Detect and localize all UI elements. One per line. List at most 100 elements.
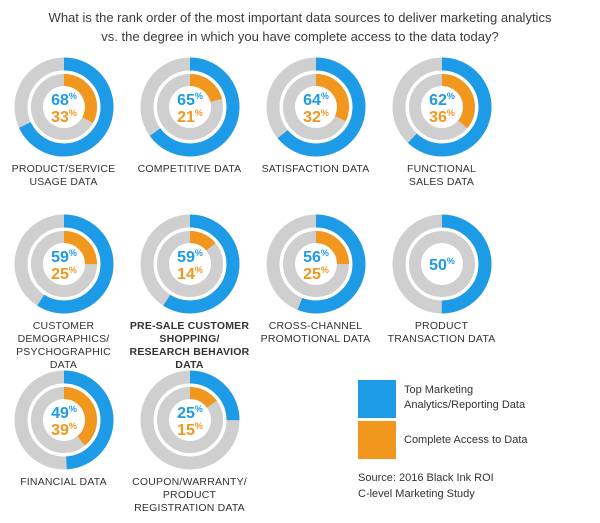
donut-category-label-line: REGISTRATION DATA [134,502,245,514]
donut-panel: 56% 25% CROSS-CHANNEL PROMOTIONAL DATA [253,213,378,346]
donut-panel: 62% 36% FUNCTIONAL SALES DATA [379,56,504,189]
outer-ring-top-analytics [140,214,239,314]
top-analytics-value: 59% [51,248,77,266]
top-analytics-value: 50% [429,256,455,274]
inner-ring-complete-access [408,74,475,140]
donut-category-label-line: PSYCHOGRAPHIC [16,346,111,358]
donut-category-label-line: DATA [175,359,204,371]
legend-label-complete-access: Complete Access to Data [404,434,528,446]
inner-ring-complete-access [30,74,97,140]
outer-ring-top-analytics [266,57,365,157]
donut-category-label-line: PRE-SALE CUSTOMER [129,320,250,332]
outer-ring-top-analytics [140,370,239,470]
donut-chart: 59%14% [140,214,239,314]
donut-panel: 64% 32% SATISFACTION DATA [253,56,378,176]
donut-category-label: COMPETITIVE DATA [127,163,252,176]
donut-category-label-line: DEMOGRAPHICS/ [17,333,110,345]
legend-label-top-line-1: Top Marketing [404,384,474,396]
donut-category-label: PRODUCT/SERVICE USAGE DATA [1,163,126,189]
donut-category-label-line: SATISFACTION DATA [261,163,370,175]
outer-ring-top-analytics [14,214,113,314]
donut-category-label-line: PRODUCT/SERVICE [11,163,116,175]
donut-category-label-line: PRODUCT [414,320,469,332]
inner-ring-complete-access [156,74,223,140]
donut-category-label-line: TRANSACTION DATA [387,333,496,345]
donut-chart: 68%33% [14,57,113,157]
inner-ring-complete-access [30,387,97,453]
complete-access-value: 25% [303,265,329,283]
legend-label-top-line-2: Analytics/Reporting Data [404,399,526,411]
outer-ring-top-analytics [392,214,491,314]
donut-category-label-line: RESEARCH BEHAVIOR [129,346,250,358]
donut-panel: 49% 39% FINANCIAL DATA [1,369,126,489]
complete-access-value: 21% [177,108,203,126]
top-analytics-value: 68% [51,91,77,109]
top-analytics-value: 56% [303,248,329,266]
top-analytics-value: 64% [303,91,329,109]
donut-chart: 64%32% [266,57,365,157]
top-analytics-value: 49% [51,404,77,422]
donut-chart: 50% [392,214,491,314]
donut-category-label: PRODUCT TRANSACTION DATA [379,320,504,346]
donut-category-label-line: SALES DATA [408,176,475,188]
donut-category-label-line: SHOPPING/ [159,333,220,345]
donut-chart: 62%36% [392,57,491,157]
donut-category-label-line: CUSTOMER [32,320,95,332]
donut-category-label: SATISFACTION DATA [253,163,378,176]
top-analytics-value: 59% [177,248,203,266]
donut-category-label-line: CROSS-CHANNEL [268,320,363,332]
donut-panel: 65% 21% COMPETITIVE DATA [127,56,252,176]
donut-chart: 65%21% [140,57,239,157]
inner-ring-complete-access [282,231,349,297]
donut-category-label-line: PROMOTIONAL DATA [260,333,371,345]
inner-ring-complete-access [282,74,349,140]
top-analytics-value: 65% [177,91,203,109]
donut-category-label-line: PRODUCT [162,489,217,501]
complete-access-value: 36% [429,108,455,126]
donut-category-label-line: FUNCTIONAL [406,163,477,175]
donut-category-label: FINANCIAL DATA [1,476,126,489]
inner-ring-complete-access-track [408,231,475,297]
complete-access-value: 32% [303,108,329,126]
complete-access-value: 25% [51,265,77,283]
donut-category-label-line: COUPON/WARRANTY/ [132,476,247,488]
donut-panel: 50% PRODUCT TRANSACTION DATA [379,213,504,346]
legend-label-top-analytics: Top Marketing Analytics/Reporting Data [404,383,525,413]
inner-ring-complete-access [156,231,223,297]
top-analytics-value: 25% [177,404,203,422]
complete-access-value: 15% [177,421,203,439]
donut-category-label: FUNCTIONAL SALES DATA [379,163,504,189]
donut-chart: 49%39% [14,370,113,470]
donut-panel: 59% 14% PRE-SALE CUSTOMER SHOPPING/RESEARCH… [127,213,252,372]
donut-category-label-line: USAGE DATA [29,176,98,188]
top-analytics-value: 62% [429,91,455,109]
outer-ring-top-analytics [266,214,365,314]
source-line-2: C-level Marketing Study [358,488,475,500]
inner-ring-complete-access [156,387,223,453]
donut-category-label: PRE-SALE CUSTOMER SHOPPING/RESEARCH BEHAV… [127,320,252,372]
legend-swatch-top-analytics [358,380,396,418]
complete-access-value: 14% [177,265,203,283]
donut-panel: 59% 25% CUSTOMER DEMOGRAPHICS/PSYCHOGRAPHIC… [1,213,126,372]
complete-access-value: 33% [51,108,77,126]
donut-category-label-line: DATA [49,359,78,371]
inner-ring-complete-access [30,231,97,297]
complete-access-value: 39% [51,421,77,439]
outer-ring-top-analytics [140,57,239,157]
donut-category-label-line: FINANCIAL DATA [20,476,107,488]
legend-swatch-complete-access [358,421,396,459]
donut-panel: 25% 15% COUPON/WARRANTY/PRODUCT REGISTRATIO… [127,369,252,515]
donut-chart: 56%25% [266,214,365,314]
source-note: Source: 2016 Black Ink ROI C-level Marke… [358,470,494,502]
outer-ring-top-analytics [14,57,113,157]
donut-chart: 25%15% [140,370,239,470]
chart-title: What is the rank order of the most impor… [48,10,552,44]
donut-category-label-line: COMPETITIVE DATA [137,163,242,175]
donut-chart: 59%25% [14,214,113,314]
outer-ring-top-analytics [14,370,113,470]
donut-panel: 68% 33% PRODUCT/SERVICE USAGE DATA [1,56,126,189]
donut-category-label: CUSTOMER DEMOGRAPHICS/PSYCHOGRAPHIC DATA [1,320,126,372]
outer-ring-top-analytics [392,57,491,157]
donut-category-label: CROSS-CHANNEL PROMOTIONAL DATA [253,320,378,346]
donut-category-label: COUPON/WARRANTY/PRODUCT REGISTRATION DATA [127,476,252,515]
